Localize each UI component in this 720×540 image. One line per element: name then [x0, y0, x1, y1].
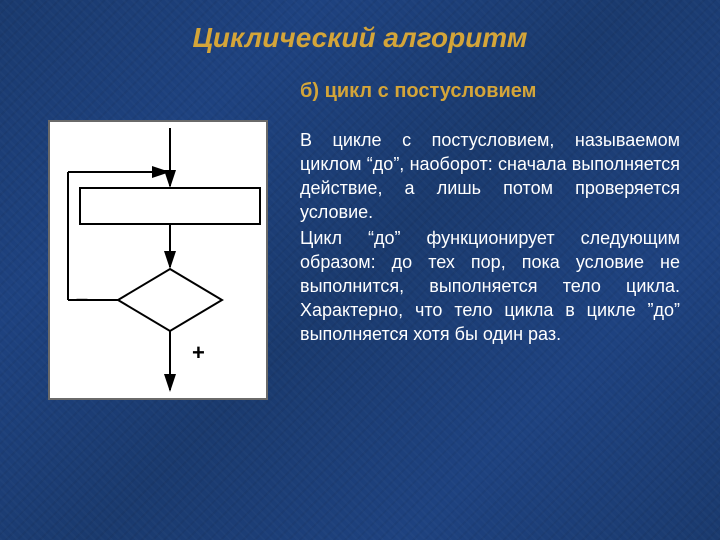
flowchart-container: –+	[48, 120, 268, 400]
page-title: Циклический алгоритм	[0, 22, 720, 54]
flowchart-svg: –+	[50, 122, 270, 402]
svg-text:–: –	[76, 286, 88, 311]
paragraph-2: Цикл “до” функционирует следующим образо…	[300, 226, 680, 346]
subtitle: б) цикл с постусловием	[300, 80, 536, 103]
body-text: В цикле с постусловием, называемом цикло…	[300, 128, 680, 348]
svg-text:+: +	[192, 340, 205, 365]
paragraph-1: В цикле с постусловием, называемом цикло…	[300, 128, 680, 224]
